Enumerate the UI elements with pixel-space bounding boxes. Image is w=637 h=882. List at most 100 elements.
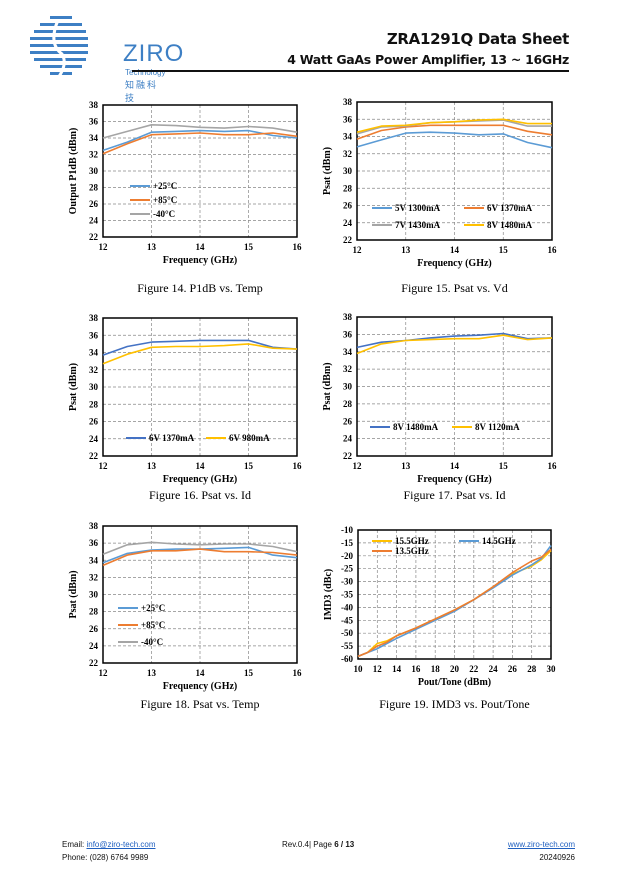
y-tick-label: 30 [343,166,353,176]
y-axis-label: Psat (dBm) [322,147,333,195]
y-tick-label: 38 [89,521,99,531]
y-tick-label: 26 [89,199,99,209]
series-line-8V-1480mA [356,118,552,133]
series-line-6V-1370mA [102,339,298,356]
x-tick-label: 28 [527,664,537,674]
x-axis-label: Frequency (GHz) [163,255,238,266]
y-tick-label: 36 [89,330,99,340]
x-tick-label: 13 [147,668,157,678]
y-tick-label: 34 [89,555,99,565]
chart-16: 22 24 26 28 30 32 34 36 38 12 13 14 15 16 6V 1370mA 6V … [68,313,302,502]
y-axis-label: Psat (dBm) [68,363,79,411]
y-axis-label: IMD3 (dBc) [323,569,334,620]
x-tick-label: 14 [196,242,206,252]
legend-label: 8V 1120mA [475,422,520,432]
header-divider [132,70,569,72]
legend-label: 15.5GHz [395,536,429,546]
legend-label: +85°C [153,195,177,205]
y-tick-label: 24 [89,641,99,651]
plot-frame [102,317,298,457]
document-subtitle: 4 Watt GaAs Power Amplifier, 13 ~ 16GHz [287,52,569,67]
legend-label: 6V 1370mA [487,203,533,213]
y-tick-label: 22 [343,235,353,245]
legend-label: +25°C [141,603,165,613]
footer-email: Email: info@ziro-tech.com [62,840,156,849]
series-line-5V-1300mA [356,131,553,149]
website-link[interactable]: www.ziro-tech.com [507,840,575,849]
page-number: 6 / 13 [334,840,355,849]
x-tick-label: 14 [392,664,402,674]
legend-label: +25°C [153,181,177,191]
y-tick-label: 22 [89,658,99,668]
x-tick-label: 12 [99,668,109,678]
y-tick-label: 36 [343,329,353,339]
x-axis-label: Frequency (GHz) [417,474,492,485]
y-tick-label: 26 [89,624,99,634]
x-axis-label: Frequency (GHz) [163,681,238,692]
chart-14: 22 24 26 28 30 32 34 36 38 12 13 14 15 16 +25°C +85°C -4… [68,100,302,295]
series-line--85-C [102,132,298,155]
x-axis-label: Frequency (GHz) [163,474,238,485]
series-line--40-C [102,541,298,556]
x-tick-label: 24 [489,664,499,674]
chart-19: -60 -55 -50 -45 -40 -35 -30 -25 -20 -15 -10 10 12 14 1… [323,525,556,711]
legend-label: 5V 1300mA [395,203,441,213]
series-line-8V-1480mA [356,332,553,349]
y-tick-label: 36 [89,538,99,548]
y-tick-label: 32 [89,365,99,375]
x-tick-label: 16 [293,461,303,471]
y-tick-label: 38 [343,97,353,107]
x-tick-label: 14 [450,245,460,255]
y-tick-label: 32 [343,149,353,159]
figure-caption: Figure 15. Psat vs. Vd [401,281,507,295]
globe-stripes-icon [30,16,90,79]
y-tick-label: 38 [343,312,353,322]
x-tick-label: 15 [244,668,254,678]
ziro-logo: ZIRO Technology 知融科技 [28,14,183,104]
x-tick-label: 26 [508,664,518,674]
x-axis-label: Frequency (GHz) [417,258,492,269]
figure-caption: Figure 19. IMD3 vs. Pout/Tone [379,697,530,711]
y-tick-label: -35 [341,590,353,600]
email-link[interactable]: info@ziro-tech.com [86,840,156,849]
plot-frame [356,101,553,241]
y-tick-label: -45 [341,615,353,625]
y-tick-label: 28 [343,399,353,409]
figure-caption: Figure 14. P1dB vs. Temp [137,281,263,295]
x-tick-label: 13 [401,461,411,471]
phone-number: (028) 6764 9989 [89,853,149,862]
y-tick-label: 34 [89,348,99,358]
y-tick-label: -20 [341,551,353,561]
logo-subtext: Technology [125,68,166,77]
page-label: Page [313,840,332,849]
y-tick-label: 38 [89,313,99,323]
legend-label: 6V 980mA [229,433,270,443]
y-tick-label: 28 [89,399,99,409]
plot-frame [357,529,552,660]
legend-label: 8V 1480mA [393,422,439,432]
y-tick-label: 30 [343,382,353,392]
y-tick-label: 26 [89,417,99,427]
y-axis-label: Output P1dB (dBm) [68,128,79,215]
series-line-6V-1370mA [356,124,553,140]
y-tick-label: 28 [89,183,99,193]
x-tick-label: 12 [353,245,363,255]
x-tick-label: 16 [411,664,421,674]
series-line--85-C [102,548,298,567]
legend-label: 13.5GHz [395,546,429,556]
y-tick-label: 32 [89,150,99,160]
x-tick-label: 12 [373,664,383,674]
y-tick-label: 28 [343,183,353,193]
y-tick-label: -15 [341,538,353,548]
y-tick-label: 32 [343,364,353,374]
x-tick-label: 15 [499,461,509,471]
figure-caption: Figure 16. Psat vs. Id [149,488,251,502]
x-tick-label: 30 [547,664,557,674]
x-tick-label: 13 [147,461,157,471]
legend-label: 8V 1480mA [487,220,533,230]
x-tick-label: 14 [196,461,206,471]
x-tick-label: 16 [548,245,558,255]
footer-website: www.ziro-tech.com [508,840,575,849]
